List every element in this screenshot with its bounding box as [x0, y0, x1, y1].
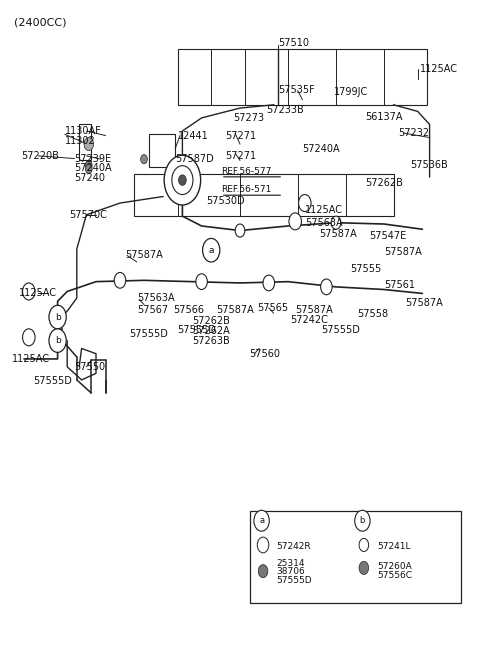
Text: 57563A: 57563A [305, 217, 342, 228]
Circle shape [164, 155, 201, 205]
Text: 57587A: 57587A [319, 229, 357, 239]
Text: 57242C: 57242C [290, 314, 328, 325]
Circle shape [49, 329, 66, 352]
Text: 1125AC: 1125AC [420, 64, 458, 74]
Text: 57263B: 57263B [192, 335, 230, 346]
Text: 56137A: 56137A [365, 111, 402, 122]
Text: 57555D: 57555D [178, 325, 216, 335]
Text: 57560: 57560 [250, 348, 281, 359]
Text: 12441: 12441 [178, 130, 208, 141]
Text: 25314: 25314 [276, 559, 304, 568]
Text: 11302: 11302 [65, 136, 96, 146]
Text: 57556C: 57556C [377, 571, 412, 580]
Text: 57555D: 57555D [322, 325, 360, 335]
Circle shape [355, 510, 370, 531]
Circle shape [85, 164, 92, 174]
Text: 57570C: 57570C [70, 210, 108, 220]
Text: (2400CC): (2400CC) [14, 18, 67, 28]
Circle shape [258, 565, 268, 578]
Text: 1799JC: 1799JC [334, 86, 368, 97]
Text: 57555D: 57555D [34, 376, 72, 386]
Text: 57241L: 57241L [377, 542, 410, 552]
Circle shape [263, 275, 275, 291]
Circle shape [84, 138, 94, 151]
Text: 57240: 57240 [74, 173, 106, 183]
Bar [178, 49, 427, 105]
Bar [79, 124, 91, 160]
Text: 57587A: 57587A [125, 250, 163, 261]
Text: 57555: 57555 [350, 263, 382, 274]
Text: REF.56-577: REF.56-577 [221, 167, 271, 176]
Bar [250, 511, 461, 603]
Bar [134, 174, 394, 216]
Circle shape [257, 537, 269, 553]
Circle shape [196, 274, 207, 290]
Text: 57555D: 57555D [276, 576, 312, 585]
Text: a: a [208, 246, 214, 255]
Circle shape [299, 195, 311, 212]
Text: 57565: 57565 [257, 303, 288, 313]
Circle shape [321, 279, 332, 295]
Circle shape [85, 160, 92, 170]
Text: 57271: 57271 [226, 130, 257, 141]
Text: 57566: 57566 [173, 305, 204, 316]
Text: 57260A: 57260A [377, 562, 411, 571]
Text: 57558: 57558 [358, 309, 389, 320]
Text: 57535F: 57535F [278, 85, 315, 96]
Text: 57262B: 57262B [365, 178, 403, 189]
Text: 57262B: 57262B [192, 316, 230, 326]
Text: 57233B: 57233B [266, 105, 304, 115]
Circle shape [359, 538, 369, 552]
Circle shape [203, 238, 220, 262]
Text: b: b [55, 336, 60, 345]
Text: 1125AC: 1125AC [19, 288, 57, 298]
Circle shape [289, 213, 301, 230]
Circle shape [359, 561, 369, 574]
Text: 57262A: 57262A [192, 326, 230, 336]
Text: 57232: 57232 [398, 128, 430, 138]
Circle shape [141, 155, 147, 164]
Text: b: b [55, 312, 60, 322]
Text: a: a [259, 516, 264, 525]
Text: 57587A: 57587A [216, 305, 254, 315]
Text: REF.56-571: REF.56-571 [221, 185, 271, 195]
Text: 57563A: 57563A [137, 293, 174, 303]
Text: 57510: 57510 [278, 37, 310, 48]
Text: 38706: 38706 [276, 567, 305, 576]
Text: 57587D: 57587D [175, 154, 214, 164]
Bar [149, 134, 175, 167]
Text: 57587A: 57587A [295, 305, 333, 315]
Text: 57220B: 57220B [22, 151, 60, 161]
Text: 57240A: 57240A [74, 163, 112, 174]
Text: 57547E: 57547E [370, 231, 407, 241]
Text: 1125AC: 1125AC [305, 204, 343, 215]
Circle shape [235, 224, 245, 237]
Circle shape [23, 283, 35, 300]
Text: 57530D: 57530D [206, 196, 245, 206]
Circle shape [331, 216, 341, 229]
Text: 1130AF: 1130AF [65, 126, 102, 136]
Text: 57561: 57561 [384, 280, 415, 290]
Circle shape [23, 329, 35, 346]
Text: 57567: 57567 [137, 305, 168, 316]
Text: 57550: 57550 [74, 362, 106, 372]
Text: 57555D: 57555D [130, 329, 168, 339]
Circle shape [172, 166, 193, 195]
Text: b: b [360, 516, 365, 525]
Circle shape [254, 510, 269, 531]
Text: 57587A: 57587A [384, 247, 422, 257]
Circle shape [49, 305, 66, 329]
Text: 57536B: 57536B [410, 160, 448, 170]
Circle shape [114, 272, 126, 288]
Text: 57239E: 57239E [74, 153, 111, 164]
Text: 57587A: 57587A [406, 297, 444, 308]
Text: 1125AC: 1125AC [12, 354, 50, 364]
Text: 57271: 57271 [226, 151, 257, 161]
Circle shape [179, 175, 186, 185]
Text: 57273: 57273 [233, 113, 264, 123]
Text: 57242R: 57242R [276, 542, 311, 552]
Text: 57240A: 57240A [302, 144, 340, 155]
